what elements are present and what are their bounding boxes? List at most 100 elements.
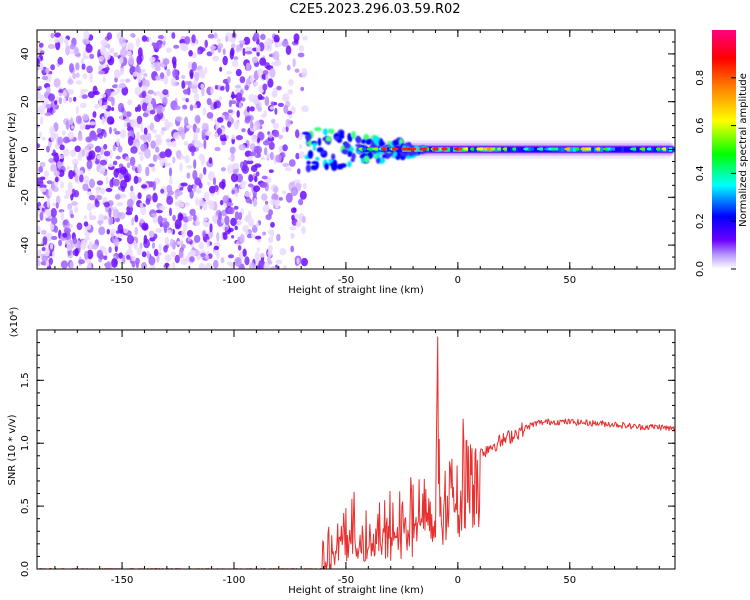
heatmap-cell (66, 242, 72, 252)
heatmap-cell (124, 175, 130, 183)
heatmap-cell (52, 149, 56, 155)
heatmap-cell (615, 147, 619, 152)
heatmap-cell (140, 122, 144, 133)
heatmap-cell (37, 143, 41, 149)
heatmap-cell (82, 183, 89, 191)
heatmap-cell (148, 163, 155, 168)
heatmap-cell (123, 122, 128, 127)
heatmap-cell (235, 68, 242, 77)
heatmap-cell (244, 117, 251, 124)
heatmap-cell (154, 134, 162, 139)
heatmap-cell (118, 212, 126, 220)
heatmap-cell (98, 167, 106, 175)
heatmap-cell (119, 166, 127, 175)
heatmap-cell (37, 91, 42, 100)
heatmap-cell (276, 233, 281, 242)
heatmap-cell (257, 94, 263, 100)
heatmap-cell (189, 146, 197, 153)
heatmap-cell (149, 122, 155, 132)
heatmap-cell (98, 226, 106, 236)
heatmap-cell (170, 251, 176, 258)
heatmap-cell (198, 182, 203, 189)
colorbar-tick-label: 0.4 (695, 165, 706, 181)
heatmap-cell (301, 67, 308, 78)
heatmap-cell (140, 206, 147, 216)
heatmap-cell (399, 147, 403, 152)
heatmap-cell (145, 198, 151, 205)
heatmap-cell (86, 143, 94, 149)
heatmap-cell (288, 159, 296, 167)
heatmap-cell (233, 56, 239, 60)
heatmap-cell (203, 217, 208, 222)
heatmap-cell (510, 147, 514, 152)
heatmap-cell (227, 76, 231, 84)
heatmap-cell (50, 132, 56, 142)
heatmap-cell (46, 180, 53, 185)
heatmap-cell (227, 156, 233, 161)
x-tick-label: -150 (111, 275, 134, 286)
heatmap-cell (152, 181, 156, 191)
heatmap-cell (234, 211, 239, 221)
heatmap-cell (212, 55, 220, 62)
heatmap-cell (37, 258, 41, 267)
heatmap-cell (203, 139, 207, 150)
heatmap-cell (68, 169, 74, 180)
y-tick-label: -20 (20, 189, 31, 205)
heatmap-cell (165, 47, 172, 53)
heatmap-cell (38, 42, 44, 48)
heatmap-cell (136, 247, 142, 255)
heatmap-y-axis: -40 -20 0 20 40 (20, 29, 675, 270)
heatmap-cell (262, 140, 270, 146)
heatmap-cell (67, 181, 73, 191)
heatmap-cell (286, 64, 291, 71)
heatmap-cell (37, 209, 41, 217)
heatmap-cell (347, 161, 352, 168)
heatmap-cell (259, 182, 268, 188)
heatmap-cell (68, 119, 74, 126)
heatmap-cell (295, 129, 300, 139)
heatmap-cell (102, 76, 106, 83)
heatmap-cell (48, 257, 53, 265)
heatmap-cell (239, 233, 245, 244)
heatmap-cell (108, 163, 114, 168)
heatmap-cell (49, 243, 54, 250)
heatmap-cell (273, 186, 279, 194)
heatmap-cell (99, 135, 103, 140)
heatmap-cell (158, 243, 162, 253)
heatmap-cell (347, 151, 353, 157)
heatmap-cell (83, 215, 88, 221)
heatmap-cell (117, 102, 125, 113)
heatmap-cell (41, 255, 48, 262)
heatmap-cell (147, 89, 154, 95)
heatmap-cell (283, 264, 287, 269)
heatmap-cell (139, 218, 145, 224)
heatmap-cell (194, 234, 201, 243)
heatmap-cell (103, 130, 107, 138)
heatmap-cell (339, 135, 345, 139)
heatmap-cell (171, 32, 176, 39)
heatmap-cell (84, 250, 89, 260)
heatmap-cell (90, 215, 97, 220)
heatmap-cell (230, 47, 235, 56)
heatmap-cell (285, 118, 291, 128)
heatmap-cell (351, 153, 356, 160)
heatmap-cell (187, 215, 193, 222)
heatmap-cell (96, 128, 102, 134)
heatmap-cell (409, 147, 417, 151)
heatmap-cell (264, 147, 268, 156)
heatmap-cell (298, 151, 305, 159)
heatmap-cell (69, 149, 77, 157)
heatmap-cell (229, 146, 236, 154)
heatmap-cell (238, 245, 242, 251)
heatmap-cell (212, 177, 217, 186)
heatmap-cell (236, 44, 240, 52)
heatmap-cell (37, 85, 42, 91)
heatmap-cell (241, 165, 249, 174)
heatmap-cell (137, 104, 142, 112)
heatmap-cell (44, 247, 50, 257)
heatmap-cell (232, 163, 237, 170)
heatmap-cell (235, 84, 242, 89)
heatmap-cell (98, 97, 103, 108)
heatmap-cell (69, 63, 74, 73)
heatmap-cell (75, 167, 79, 175)
